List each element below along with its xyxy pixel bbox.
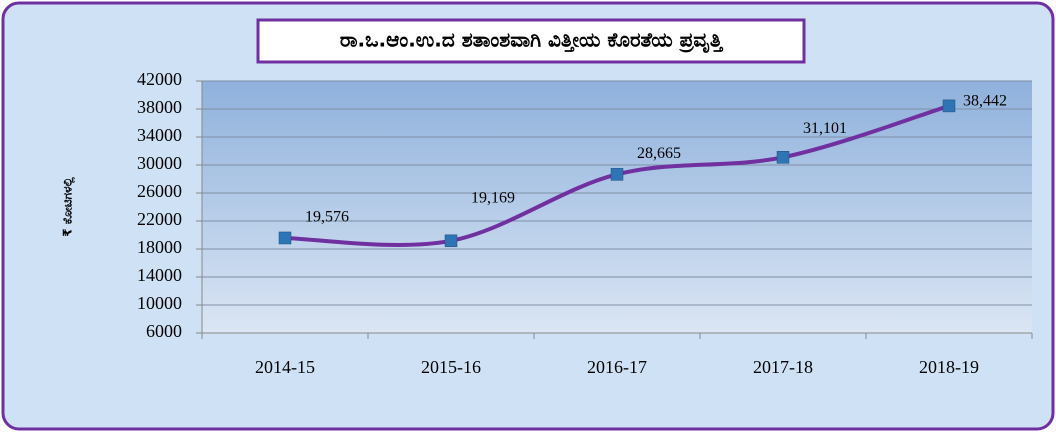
data-label: 19,169 [471, 189, 515, 206]
marker [278, 231, 292, 245]
data-label: 31,101 [803, 120, 847, 137]
chart-title: ರಾ.ಒ.ಆಂ.ಉ.ದ ಶತಾಂಶವಾಗಿ ವಿತ್ತೀಯ ಕೊರತೆಯ ಪ್ರ… [340, 28, 724, 54]
marker [444, 234, 458, 248]
data-label: 28,665 [637, 145, 681, 162]
x-tick-label: 2016-17 [587, 357, 647, 377]
y-tick-label: 38000 [137, 97, 182, 117]
x-tick-label: 2018-19 [919, 357, 979, 377]
y-tick-label: 30000 [137, 153, 182, 173]
y-tick-label: 26000 [137, 181, 182, 201]
y-tick-label: 14000 [137, 265, 182, 285]
x-tick-label: 2017-18 [753, 357, 813, 377]
y-tick-label: 6000 [146, 321, 182, 341]
y-tick-label: 42000 [137, 69, 182, 89]
y-tick-label: 10000 [137, 293, 182, 313]
marker [610, 168, 624, 181]
marker [942, 99, 956, 113]
data-label: 38,442 [963, 93, 1007, 110]
x-tick-label: 2015-16 [421, 357, 481, 377]
x-tick-label: 2014-15 [255, 357, 315, 377]
y-tick-label: 18000 [137, 237, 182, 257]
title-box [256, 18, 806, 64]
y-tick-label: 22000 [137, 209, 182, 229]
y-axis-label: ₹ ಕೋಟಿಗಳಲ್ಲಿ [61, 177, 77, 237]
y-tick-label: 34000 [137, 125, 182, 145]
data-label: 19,576 [305, 209, 349, 226]
marker [776, 151, 790, 164]
